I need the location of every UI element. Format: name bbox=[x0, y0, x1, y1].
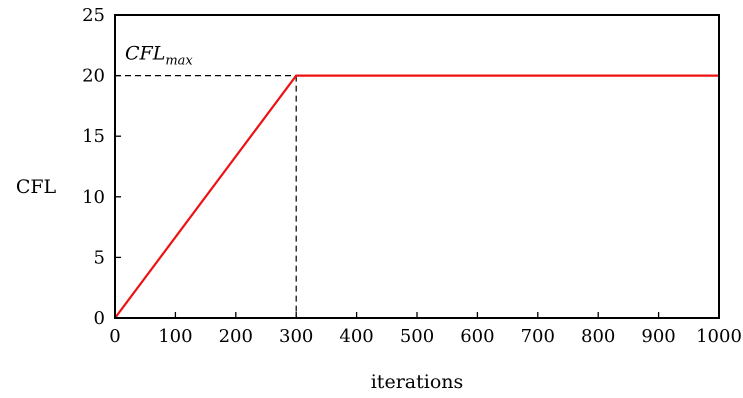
guide-lines bbox=[115, 74, 297, 318]
cfl-max-annotation: CFLmax bbox=[125, 43, 193, 69]
x-tick-label: 700 bbox=[521, 326, 555, 347]
y-tick-label: 0 bbox=[94, 308, 105, 329]
x-tick-label: 600 bbox=[460, 326, 494, 347]
y-tick-label: 5 bbox=[94, 247, 105, 268]
x-axis-label: iterations bbox=[371, 371, 464, 393]
x-tick-label: 100 bbox=[158, 326, 192, 347]
y-axis: 0 5 10 15 20 25 bbox=[82, 5, 121, 329]
x-tick-label: 900 bbox=[641, 326, 675, 347]
x-tick-label: 400 bbox=[339, 326, 373, 347]
plot-frame bbox=[114, 14, 720, 319]
x-tick-label: 0 bbox=[109, 326, 120, 347]
x-tick-label: 300 bbox=[279, 326, 313, 347]
y-tick-label: 20 bbox=[82, 66, 105, 87]
cfl-max-annotation-subscript: max bbox=[165, 54, 193, 69]
cfl-series-line bbox=[114, 74, 719, 319]
x-tick-label: 500 bbox=[400, 326, 434, 347]
y-axis-label: CFL bbox=[16, 176, 57, 198]
x-axis: 0 100 200 300 400 500 600 700 800 900 1000 bbox=[109, 312, 742, 347]
y-tick-label: 15 bbox=[82, 126, 105, 147]
x-tick-label: 200 bbox=[219, 326, 253, 347]
y-tick-label: 10 bbox=[82, 187, 105, 208]
cfl-max-annotation-main: CFL bbox=[125, 43, 165, 65]
series-layer bbox=[114, 74, 719, 319]
x-tick-label: 800 bbox=[581, 326, 615, 347]
x-tick-label: 1000 bbox=[696, 326, 742, 347]
y-tick-label: 25 bbox=[82, 5, 105, 26]
